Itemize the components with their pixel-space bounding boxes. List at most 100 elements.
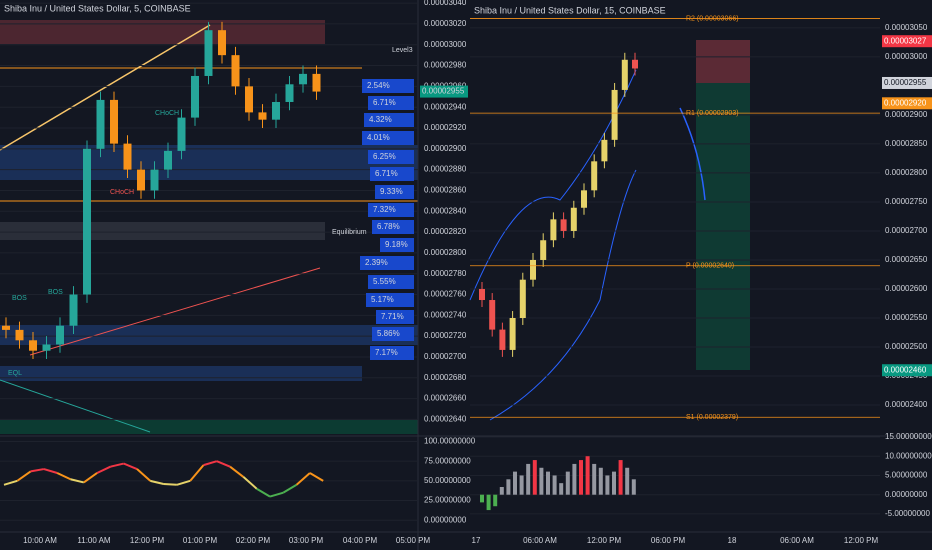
osc-line — [43, 468, 58, 474]
histogram-bar — [480, 494, 484, 503]
stop-zone — [696, 40, 750, 83]
candle-body — [601, 139, 608, 162]
percent-box — [380, 238, 414, 252]
percent-label: 6.25% — [373, 152, 396, 161]
histogram-bar — [572, 463, 577, 495]
candle-body — [96, 99, 105, 149]
green-zone — [0, 420, 418, 434]
candle-body — [299, 73, 307, 85]
percent-label: 9.33% — [380, 187, 403, 196]
annotation: EQL — [8, 370, 22, 377]
left-title: Shiba Inu / United States Dollar, 5, COI… — [4, 3, 191, 13]
candle-body — [191, 75, 199, 118]
histogram-bar — [585, 456, 590, 495]
osc-line — [176, 479, 191, 486]
candle-body — [550, 219, 557, 241]
percent-box — [375, 185, 414, 199]
candle-body — [560, 219, 567, 231]
histogram-bar — [565, 471, 570, 495]
osc-line — [295, 472, 311, 486]
y-tick-label: 0.00003040 — [424, 0, 467, 7]
osc-tick-label: 15.00000000 — [885, 432, 932, 441]
osc-line — [123, 462, 138, 470]
price-tag — [882, 35, 932, 48]
y-tick-label: 0.00002800 — [424, 248, 467, 257]
candle-body — [540, 240, 547, 260]
right-title: Shiba Inu / United States Dollar, 15, CO… — [474, 5, 666, 15]
y-tick-label: 0.00002760 — [424, 290, 467, 299]
x-tick-label: 06:00 AM — [523, 536, 557, 545]
trend-line — [0, 24, 211, 151]
candle-body — [56, 325, 64, 345]
osc-line — [3, 479, 18, 486]
x-tick-label: 04:00 PM — [343, 536, 378, 545]
osc-tick-label: 100.00000000 — [424, 437, 476, 446]
osc-line — [70, 478, 85, 484]
histogram-bar — [605, 475, 610, 495]
candle-body — [285, 84, 294, 102]
osc-line — [150, 479, 164, 485]
histogram-bar — [618, 460, 623, 495]
osc-line — [56, 472, 71, 481]
pivot-label: S1 (0.00002379) — [686, 414, 738, 421]
x-tick-label: 05:00 PM — [396, 536, 431, 545]
percent-label: 2.39% — [365, 258, 388, 267]
y-tick-label: 0.00002860 — [424, 186, 467, 195]
histogram-bar — [513, 471, 517, 495]
x-tick-label: 12:00 PM — [844, 536, 879, 545]
y-tick-label: 0.00002680 — [424, 373, 467, 382]
candle-body — [150, 169, 159, 191]
osc-line — [163, 483, 177, 486]
x-tick-label: 03:00 PM — [289, 536, 324, 545]
price-tag-label: 0.00002920 — [884, 98, 927, 107]
percent-box — [370, 346, 414, 360]
candle-body — [621, 59, 628, 90]
osc-tick-label: 50.00000000 — [424, 476, 471, 485]
y-tick-label: 0.00002800 — [885, 168, 928, 177]
y-tick-label: 0.00002720 — [424, 331, 467, 340]
x-tick-label: 17 — [472, 536, 481, 545]
histogram-bar — [579, 460, 583, 495]
osc-tick-label: -5.00000000 — [885, 509, 930, 518]
x-tick-label: 02:00 PM — [236, 536, 271, 545]
candle-body — [42, 344, 51, 351]
annotation: BOS — [12, 295, 27, 302]
y-tick-label: 0.00002880 — [424, 165, 467, 174]
trend-line — [0, 379, 151, 433]
y-tick-label: 0.00002780 — [424, 269, 467, 278]
osc-tick-label: 10.00000000 — [885, 451, 932, 460]
y-tick-label: 0.00002650 — [885, 255, 928, 264]
histogram-bar — [506, 479, 511, 495]
price-tag — [882, 97, 932, 110]
histogram-bar — [559, 483, 564, 495]
x-tick-label: 12:00 PM — [130, 536, 165, 545]
x-tick-label: 12:00 PM — [587, 536, 622, 545]
x-tick-label: 06:00 AM — [780, 536, 814, 545]
candle-body — [204, 30, 213, 76]
percent-box — [372, 327, 414, 341]
candle-body — [2, 325, 10, 330]
osc-line — [110, 462, 124, 468]
eql-zone — [0, 366, 362, 381]
annotation: BOS — [48, 289, 63, 296]
y-tick-label: 0.00002900 — [885, 110, 928, 119]
y-tick-label: 0.00002600 — [885, 284, 928, 293]
y-tick-label: 0.00002920 — [424, 123, 467, 132]
osc-line — [256, 487, 271, 498]
candle-body — [591, 161, 598, 191]
price-tag — [420, 85, 468, 98]
histogram-bar — [539, 467, 544, 495]
osc-line — [309, 472, 324, 482]
candle-body — [519, 279, 526, 319]
pivot-label: R2 (0.00003066) — [686, 15, 739, 22]
percent-box — [372, 220, 414, 234]
osc-line — [189, 464, 205, 482]
candle-body — [489, 300, 496, 330]
y-tick-label: 0.00002940 — [424, 102, 467, 111]
target-zone — [696, 83, 750, 370]
percent-label: 5.86% — [377, 329, 400, 338]
candle-body — [123, 143, 132, 170]
percent-label: 7.17% — [375, 348, 398, 357]
osc-line — [203, 460, 218, 467]
demand-zone — [0, 325, 418, 345]
